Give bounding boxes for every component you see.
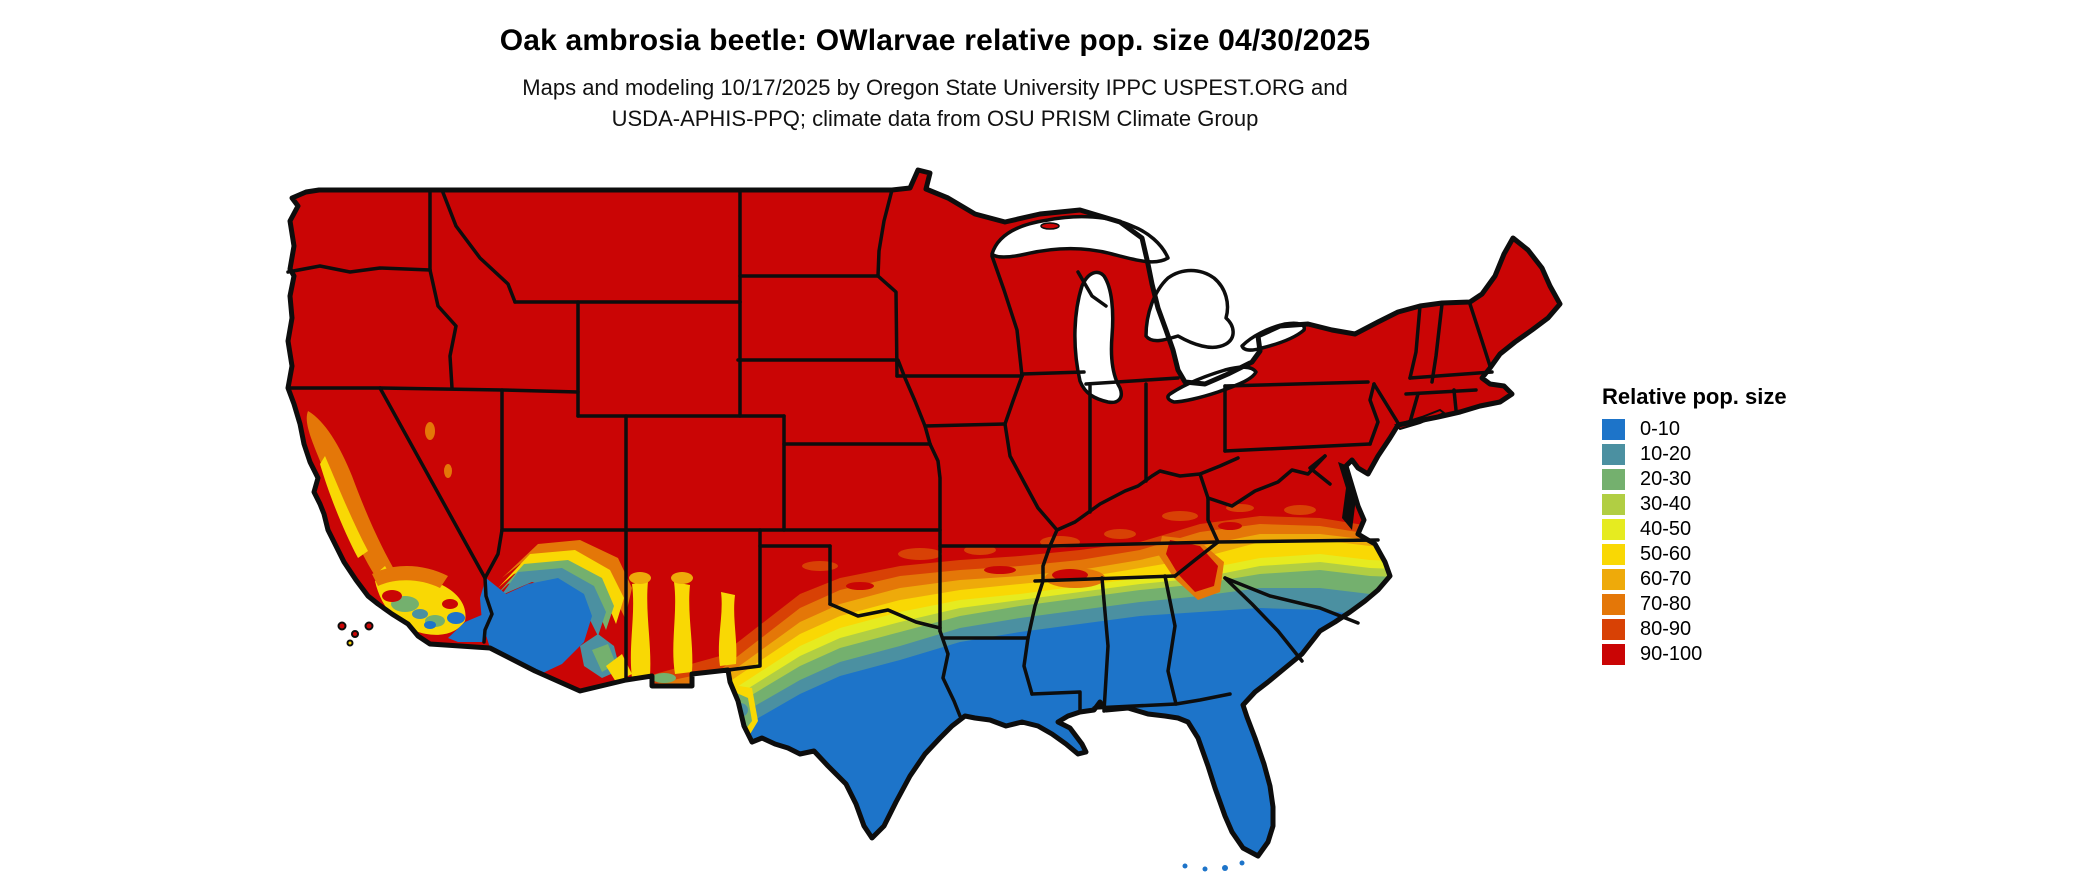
nv-orange-spot-1 (425, 422, 435, 440)
channel-island-4 (346, 639, 354, 647)
isle-royale (1040, 222, 1060, 230)
legend-swatch (1602, 444, 1625, 465)
legend-item: 40-50 (1602, 519, 1862, 540)
legend-item-label: 50-60 (1640, 543, 1692, 565)
legend: Relative pop. size 0-10 10-20 20-30 30-40 40… (1602, 384, 1862, 665)
channel-island-2 (351, 630, 359, 638)
speckle-2 (898, 548, 942, 560)
socal-blue-2 (447, 612, 465, 624)
socal-blue-1 (424, 621, 436, 629)
legend-item-label: 40-50 (1640, 518, 1692, 540)
legend-item: 10-20 (1602, 444, 1862, 465)
national-outline (285, 167, 1563, 859)
speckle-11 (1218, 522, 1242, 530)
florida-keys (1182, 860, 1245, 872)
legend-item-label: 90-100 (1640, 643, 1703, 665)
legend-item-label: 70-80 (1640, 593, 1692, 615)
base-red-fill (288, 170, 1560, 856)
legend-item: 80-90 (1602, 619, 1862, 640)
nm-gold-cap-1 (629, 572, 651, 584)
us-choropleth-map (280, 126, 1590, 886)
lake-erie (1166, 365, 1258, 404)
legend-swatch (1602, 419, 1625, 440)
legend-item: 0-10 (1602, 419, 1862, 440)
legend-swatch (1602, 569, 1625, 590)
legend-swatch (1602, 519, 1625, 540)
legend-item-label: 80-90 (1640, 618, 1692, 640)
legend-item: 90-100 (1602, 644, 1862, 665)
chesapeake-bay (1338, 462, 1356, 530)
ca-se-blue (448, 614, 488, 642)
nm-yellow-streak-1 (630, 581, 651, 678)
legend-title: Relative pop. size (1602, 384, 1787, 409)
socal-red-island-2 (442, 599, 458, 609)
legend-item-label: 30-40 (1640, 493, 1692, 515)
speckle-9 (846, 582, 874, 590)
channel-island-3 (364, 621, 374, 631)
legend-item: 60-70 (1602, 569, 1862, 590)
legend-item: 70-80 (1602, 594, 1862, 615)
legend-swatch (1602, 494, 1625, 515)
transition-speckles (802, 504, 1316, 590)
nv-orange-spot-2 (444, 464, 452, 478)
nm-yellow-streak-3 (718, 592, 737, 666)
speckle-6 (1162, 511, 1198, 521)
legend-swatch (1602, 594, 1625, 615)
legend-item-label: 10-20 (1640, 443, 1692, 465)
map-subtitle: Maps and modeling 10/17/2025 by Oregon S… (280, 72, 1590, 134)
legend-swatch (1602, 544, 1625, 565)
legend-item: 20-30 (1602, 469, 1862, 490)
map-svg (285, 167, 1563, 872)
socal-red-island-1 (382, 590, 402, 602)
az-yellow-fringe (498, 550, 624, 624)
arizona-desert-patches (480, 540, 632, 682)
socal-orange-rim (372, 565, 448, 588)
map-fill-layers (288, 170, 1560, 856)
legend-swatch (1602, 644, 1625, 665)
legend-swatch (1602, 619, 1625, 640)
state-borders (286, 188, 1494, 718)
channel-island-1 (337, 621, 347, 631)
title-block: Oak ambrosia beetle: OWlarvae relative p… (280, 24, 1590, 134)
legend-item-label: 20-30 (1640, 468, 1692, 490)
speckle-8 (1284, 505, 1316, 515)
legend-items: 0-10 10-20 20-30 30-40 40-50 50-60 60-70 70-80 8… (1602, 419, 1862, 665)
subtitle-line-1: Maps and modeling 10/17/2025 by Oregon S… (522, 75, 1348, 100)
subtitle-line-2: USDA-APHIS-PPQ; climate data from OSU PR… (611, 106, 1259, 131)
speckle-1 (802, 561, 838, 571)
legend-item-label: 60-70 (1640, 568, 1692, 590)
speckle-5 (1104, 529, 1136, 539)
legend-item-label: 0-10 (1640, 418, 1681, 440)
az-blue-desert (480, 578, 592, 678)
nm-gold-cap-2 (671, 572, 693, 584)
az-teal-fringe (492, 568, 606, 636)
socal-teal (412, 609, 428, 619)
ca-sierra-orange-arc (306, 411, 438, 631)
legend-item: 50-60 (1602, 544, 1862, 565)
map-title: Oak ambrosia beetle: OWlarvae relative p… (499, 24, 1371, 57)
ca-sierra-yellow-core-1 (320, 456, 368, 558)
lake-michigan (1073, 270, 1123, 405)
nm-yellow-streak-2 (673, 582, 693, 674)
legend-item: 30-40 (1602, 494, 1862, 515)
nm-green-spot (652, 673, 676, 683)
speckle-10 (984, 566, 1016, 574)
california-patches (306, 411, 488, 642)
legend-swatch (1602, 469, 1625, 490)
